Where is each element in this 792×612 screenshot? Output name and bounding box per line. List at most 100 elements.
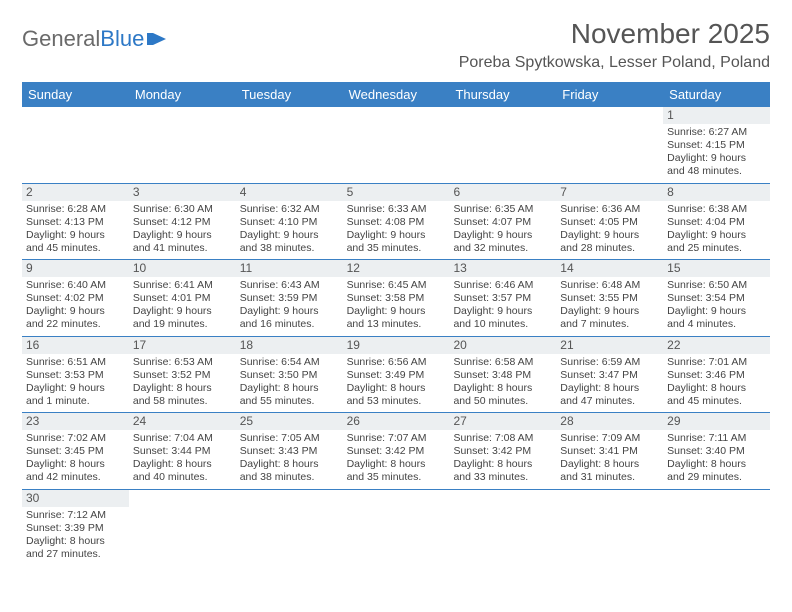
sunrise-line: Sunrise: 6:33 AM	[347, 203, 446, 216]
sunset-line: Sunset: 3:42 PM	[347, 445, 446, 458]
calendar: Sunday Monday Tuesday Wednesday Thursday…	[22, 82, 770, 565]
sunrise-line: Sunrise: 6:59 AM	[560, 356, 659, 369]
calendar-cell: 22Sunrise: 7:01 AMSunset: 3:46 PMDayligh…	[663, 337, 770, 413]
day-number: 28	[556, 413, 663, 430]
calendar-cell: 20Sunrise: 6:58 AMSunset: 3:48 PMDayligh…	[449, 337, 556, 413]
sunset-line: Sunset: 3:55 PM	[560, 292, 659, 305]
calendar-cell	[129, 107, 236, 183]
calendar-week: 1Sunrise: 6:27 AMSunset: 4:15 PMDaylight…	[22, 107, 770, 184]
day-number: 18	[236, 337, 343, 354]
day-number: 24	[129, 413, 236, 430]
sunset-line: Sunset: 3:59 PM	[240, 292, 339, 305]
sunrise-line: Sunrise: 6:53 AM	[133, 356, 232, 369]
sunset-line: Sunset: 4:13 PM	[26, 216, 125, 229]
calendar-cell	[236, 107, 343, 183]
weeks-container: 1Sunrise: 6:27 AMSunset: 4:15 PMDaylight…	[22, 107, 770, 565]
calendar-cell: 25Sunrise: 7:05 AMSunset: 3:43 PMDayligh…	[236, 413, 343, 489]
calendar-week: 23 Sunrise: 7:02 AMSunset: 3:45 PM Dayligh…	[22, 413, 770, 490]
sunrise-line: Sunrise: 6:40 AM	[26, 279, 125, 292]
calendar-cell: 6Sunrise: 6:35 AMSunset: 4:07 PMDaylight…	[449, 184, 556, 260]
sunset-line: Sunset: 4:10 PM	[240, 216, 339, 229]
sunset-line: Sunset: 4:04 PM	[667, 216, 766, 229]
calendar-cell: 7Sunrise: 6:36 AMSunset: 4:05 PMDaylight…	[556, 184, 663, 260]
sunrise-line: Sunrise: 7:08 AM	[453, 432, 552, 445]
day-number: 27	[449, 413, 556, 430]
sunrise-line: Sunrise: 6:41 AM	[133, 279, 232, 292]
sunrise-line: Sunrise: 6:48 AM	[560, 279, 659, 292]
calendar-cell: 2Sunrise: 6:28 AMSunset: 4:13 PMDaylight…	[22, 184, 129, 260]
sunrise-line: Sunrise: 6:46 AM	[453, 279, 552, 292]
dayhead-mon: Monday	[129, 82, 236, 107]
day-number: 23	[22, 413, 129, 430]
day-number: 1	[663, 107, 770, 124]
sunset-line: Sunset: 3:44 PM	[133, 445, 232, 458]
location-line: Poreba Spytkowska, Lesser Poland, Poland	[459, 54, 770, 72]
calendar-week: 30Sunrise: 7:12 AMSunset: 3:39 PMDayligh…	[22, 490, 770, 566]
dayhead-sun: Sunday	[22, 82, 129, 107]
sunset-line: Sunset: 3:50 PM	[240, 369, 339, 382]
calendar-cell	[129, 490, 236, 566]
day-number: 3	[129, 184, 236, 201]
day-number: 30	[22, 490, 129, 507]
calendar-cell: 4Sunrise: 6:32 AMSunset: 4:10 PMDaylight…	[236, 184, 343, 260]
sunrise-line: Sunrise: 6:32 AM	[240, 203, 339, 216]
calendar-week: 2Sunrise: 6:28 AMSunset: 4:13 PMDaylight…	[22, 184, 770, 261]
day-number: 8	[663, 184, 770, 201]
sunset-line: Sunset: 4:01 PM	[133, 292, 232, 305]
day-number: 21	[556, 337, 663, 354]
sunset-line: Sunset: 4:08 PM	[347, 216, 446, 229]
calendar-cell	[556, 107, 663, 183]
daylight-line: Daylight: 9 hours and 38 minutes.	[240, 229, 339, 255]
daylight-line: Daylight: 8 hours and 33 minutes.	[453, 458, 552, 484]
dayhead-tue: Tuesday	[236, 82, 343, 107]
day-number: 11	[236, 260, 343, 277]
sunset-line: Sunset: 3:42 PM	[453, 445, 552, 458]
day-number: 7	[556, 184, 663, 201]
sunrise-line: Sunrise: 6:45 AM	[347, 279, 446, 292]
day-number: 5	[343, 184, 450, 201]
day-number: 17	[129, 337, 236, 354]
daylight-line: Daylight: 9 hours and 10 minutes.	[453, 305, 552, 331]
sunset-line: Sunset: 3:49 PM	[347, 369, 446, 382]
sunset-line: Sunset: 3:43 PM	[240, 445, 339, 458]
calendar-cell: 3Sunrise: 6:30 AMSunset: 4:12 PMDaylight…	[129, 184, 236, 260]
sunrise-line: Sunrise: 6:35 AM	[453, 203, 552, 216]
daylight-line: Daylight: 8 hours and 58 minutes.	[133, 382, 232, 408]
calendar-cell: 16Sunrise: 6:51 AMSunset: 3:53 PMDayligh…	[22, 337, 129, 413]
calendar-cell	[449, 490, 556, 566]
daylight-line: Daylight: 8 hours and 50 minutes.	[453, 382, 552, 408]
sunset-line: Sunset: 4:12 PM	[133, 216, 232, 229]
calendar-cell: 9Sunrise: 6:40 AMSunset: 4:02 PMDaylight…	[22, 260, 129, 336]
daylight-line: Daylight: 9 hours and 1 minute.	[26, 382, 125, 408]
logo-text-general: General	[22, 26, 100, 52]
calendar-cell	[556, 490, 663, 566]
day-number: 13	[449, 260, 556, 277]
sunset-line: Sunset: 3:47 PM	[560, 369, 659, 382]
sunrise-line: Sunrise: 6:50 AM	[667, 279, 766, 292]
sunrise-line: Sunrise: 6:27 AM	[667, 126, 766, 139]
sunset-line: Sunset: 3:45 PM	[26, 445, 125, 458]
dayhead-sat: Saturday	[663, 82, 770, 107]
sunset-line: Sunset: 4:05 PM	[560, 216, 659, 229]
calendar-cell: 19Sunrise: 6:56 AMSunset: 3:49 PMDayligh…	[343, 337, 450, 413]
sunrise-line: Sunrise: 7:02 AM	[26, 432, 125, 445]
calendar-cell: 27 Sunrise: 7:08 AMSunset: 3:42 PMDayligh…	[449, 413, 556, 489]
sunrise-line: Sunrise: 6:51 AM	[26, 356, 125, 369]
calendar-cell: 18Sunrise: 6:54 AMSunset: 3:50 PMDayligh…	[236, 337, 343, 413]
sunrise-line: Sunrise: 6:38 AM	[667, 203, 766, 216]
calendar-cell: 26Sunrise: 7:07 AMSunset: 3:42 PMDayligh…	[343, 413, 450, 489]
sunset-line: Sunset: 3:46 PM	[667, 369, 766, 382]
day-number: 16	[22, 337, 129, 354]
calendar-cell: 10Sunrise: 6:41 AMSunset: 4:01 PMDayligh…	[129, 260, 236, 336]
sunset-line: Sunset: 3:52 PM	[133, 369, 232, 382]
daylight-line: Daylight: 8 hours and 45 minutes.	[667, 382, 766, 408]
calendar-cell: 30Sunrise: 7:12 AMSunset: 3:39 PMDayligh…	[22, 490, 129, 566]
sunrise-line: Sunrise: 7:11 AM	[667, 432, 766, 445]
daylight-line: Daylight: 9 hours and 25 minutes.	[667, 229, 766, 255]
day-number: 25	[236, 413, 343, 430]
sunrise-line: Sunrise: 6:43 AM	[240, 279, 339, 292]
calendar-week: 16Sunrise: 6:51 AMSunset: 3:53 PMDayligh…	[22, 337, 770, 414]
daylight-line: Daylight: 8 hours and 31 minutes.	[560, 458, 659, 484]
day-number: 22	[663, 337, 770, 354]
logo-text-blue: Blue	[100, 26, 144, 52]
